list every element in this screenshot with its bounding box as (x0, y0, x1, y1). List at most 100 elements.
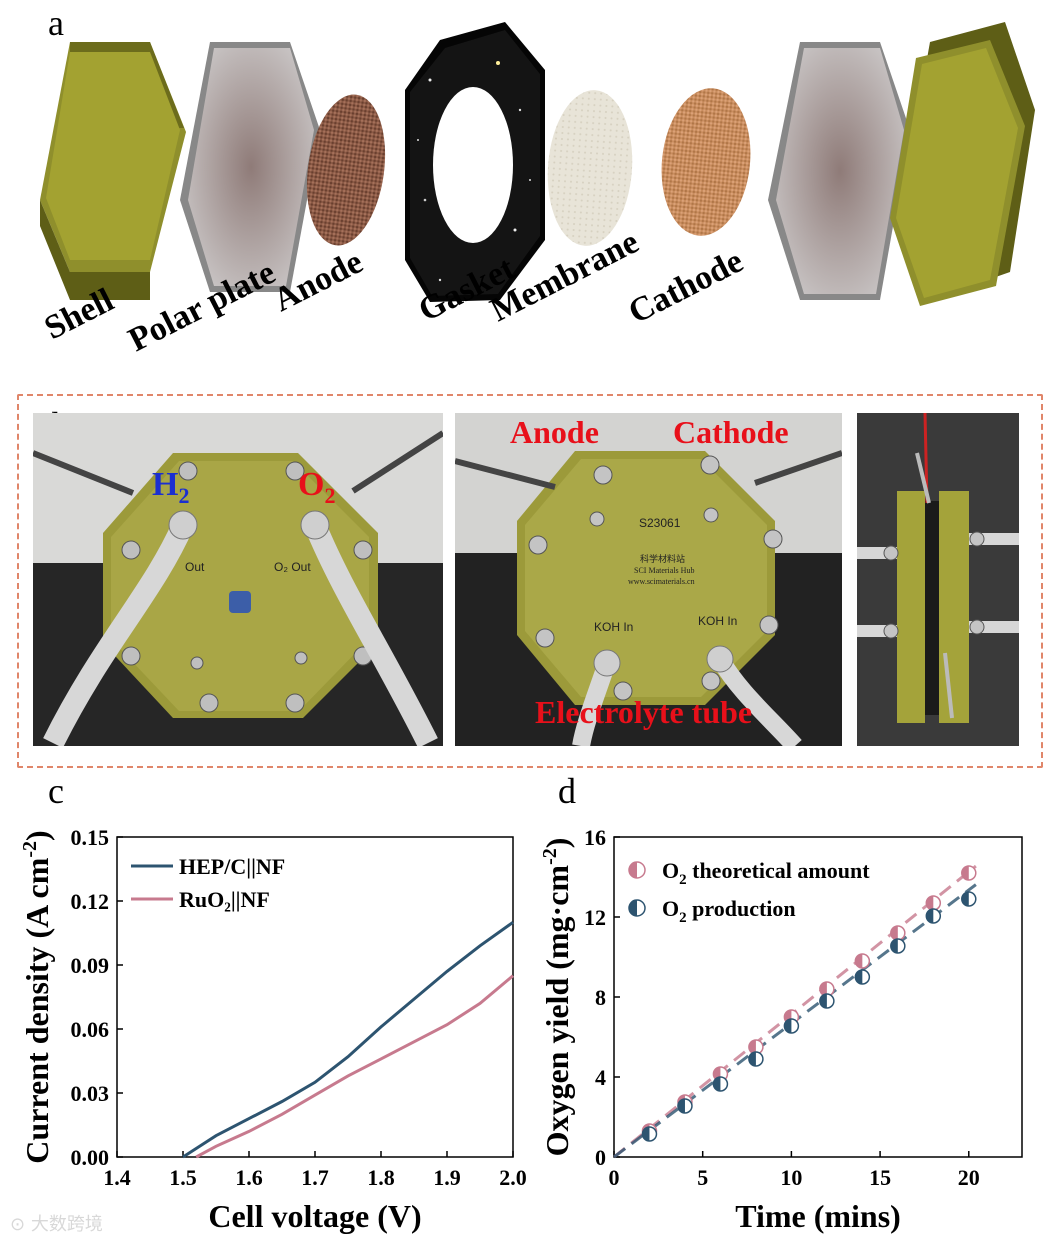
chart-d-marker-half (890, 939, 898, 953)
chart-c-series-line-0 (182, 921, 514, 1159)
chart-d-oxygen-yield: 0 5 10 15 20 0 4 8 12 16 Time (mins) Oxygen yield (… (539, 825, 1023, 1234)
chart-c-xtick-label: 1.5 (169, 1165, 197, 1190)
polar-plate-left (180, 42, 320, 292)
chart-d-ytick-label: 16 (584, 825, 606, 850)
chart-c-series-line-1 (195, 974, 514, 1159)
chart-d-xtick-label: 15 (869, 1165, 891, 1190)
chart-d-marker-half (926, 909, 934, 923)
chart-c-xtick-label: 1.9 (433, 1165, 461, 1190)
chart-c-legend-label: RuO₂||NF (179, 887, 270, 912)
h2-label: H2 (152, 466, 189, 509)
chart-c-xtick-label: 1.7 (301, 1165, 329, 1190)
photo2-brand-url: www.scimaterials.cn (628, 577, 695, 586)
cathode-label: Cathode (673, 414, 789, 450)
chart-d-marker-half (961, 892, 969, 906)
chart-d-point-s0 (925, 895, 942, 911)
chart-c-xlabel: Cell voltage (V) (208, 1198, 421, 1234)
chart-d-legend-label: O2 theoretical amount (662, 858, 870, 888)
chart-d-point-s1 (677, 1098, 693, 1114)
chart-d-point-s0 (961, 865, 977, 881)
electrolyte-tube-label: Electrolyte tube (535, 694, 753, 730)
chart-d-marker-half (642, 1127, 650, 1141)
chart-d-legend-label: O2 production (662, 896, 796, 926)
chart-d-point-s1 (925, 908, 942, 924)
chart-d-ylabel: Oxygen yield (mg·cm-2) (539, 838, 575, 1157)
panel-letter-d: d (558, 771, 576, 811)
chart-c-ytick-label: 0.15 (71, 825, 110, 850)
chart-c-ytick-label: 0.03 (71, 1081, 110, 1106)
chart-d-ytick-label: 12 (584, 905, 606, 930)
chart-d-ytick-label: 8 (595, 985, 606, 1010)
chart-d-point-s1 (641, 1126, 658, 1142)
anode-label: Anode (510, 414, 599, 450)
chart-d-marker-half (748, 1040, 756, 1054)
gasket-ring (405, 22, 545, 302)
chart-c-legend-label: HEP/C||NF (179, 854, 285, 879)
chart-d-point-s1 (890, 938, 906, 954)
photo2-serial: S23061 (639, 516, 681, 530)
chart-d-marker-half (748, 1052, 756, 1066)
watermark: ⊙ 大数跨境 (10, 1210, 103, 1236)
chart-d-point-s1 (961, 891, 977, 907)
photo2-brand-cn: 科学材料站 (640, 555, 686, 565)
chart-d-marker-half (961, 866, 969, 880)
chart-d-marker-half (855, 954, 863, 968)
o2-label: O2 (298, 466, 335, 509)
chart-d-marker-half (629, 900, 637, 916)
chart-c-ytick-label: 0.06 (71, 1017, 110, 1042)
chart-d-legend-marker (628, 861, 646, 879)
cathode-disc (661, 88, 751, 236)
chart-d-marker-half (713, 1077, 721, 1091)
chart-d-marker-half (855, 970, 863, 984)
chart-c-polarization: 1.4 1.5 1.6 1.7 1.8 1.9 2.0 0.00 0.03 0.06 0.09 0.1… (19, 825, 527, 1234)
chart-c-ytick-label: 0.12 (71, 889, 110, 914)
chart-c-ylabel: Current density (A cm-2) (19, 830, 55, 1163)
photo2-koh-right: KOH In (698, 614, 738, 628)
photo2-brand-en: SCI Materials Hub (634, 566, 695, 575)
chart-d-marker-half (629, 862, 637, 878)
shell-left-plate (40, 42, 186, 300)
anode-disc (306, 94, 386, 246)
chart-c-ytick-label: 0.09 (71, 953, 110, 978)
h2-label-sub: 2 (178, 482, 190, 508)
polar-plate-right (768, 42, 910, 300)
chart-d-xtick-label: 10 (780, 1165, 802, 1190)
exploded-view-illustration (40, 22, 1035, 306)
panel-letter-a: a (48, 3, 64, 43)
chart-c-xtick-label: 1.4 (103, 1165, 131, 1190)
chart-d-point-s0 (854, 953, 871, 969)
o2-label-sub: 2 (324, 482, 336, 508)
panel-letter-c: c (48, 771, 64, 811)
chart-d-point-s0 (890, 925, 906, 941)
chart-d-ytick-label: 0 (595, 1145, 606, 1170)
chart-d-marker-half (819, 994, 827, 1008)
watermark-text: 大数跨境 (30, 1214, 103, 1235)
chart-d-xlabel: Time (mins) (735, 1198, 901, 1234)
chart-d-point-s1 (712, 1076, 729, 1092)
chart-c-ytick-label: 0.00 (71, 1145, 110, 1170)
shell-right-plate (890, 22, 1035, 306)
chart-d-legend-marker (628, 899, 646, 917)
chart-d-marker-half (926, 896, 934, 910)
chart-d-point-s1 (854, 969, 871, 985)
photo2-koh-left: KOH In (594, 620, 634, 634)
photo-electrolyzer-back (455, 413, 842, 746)
chart-c-xtick-label: 2.0 (499, 1165, 527, 1190)
chart-d-xtick-label: 20 (958, 1165, 980, 1190)
photo-electrolyzer-side (857, 413, 1019, 746)
photo1-text-out-right: O₂ Out (274, 560, 311, 574)
chart-d-marker-half (890, 926, 898, 940)
o2-label-main: O (298, 466, 325, 503)
chart-d-xtick-label: 5 (697, 1165, 708, 1190)
chart-c-frame (116, 836, 514, 1158)
watermark-logo-icon: ⊙ (10, 1214, 26, 1235)
chart-c-xtick-label: 1.8 (367, 1165, 395, 1190)
chart-d-marker-half (784, 1019, 792, 1033)
photo1-text-out-left: Out (185, 560, 205, 574)
chart-c-xtick-label: 1.6 (235, 1165, 263, 1190)
photo-electrolyzer-front (33, 413, 443, 746)
chart-d-point-s1 (748, 1051, 764, 1067)
panel-b-frame (17, 394, 1043, 768)
chart-d-ytick-label: 4 (595, 1065, 606, 1090)
h2-label-main: H (152, 466, 179, 503)
